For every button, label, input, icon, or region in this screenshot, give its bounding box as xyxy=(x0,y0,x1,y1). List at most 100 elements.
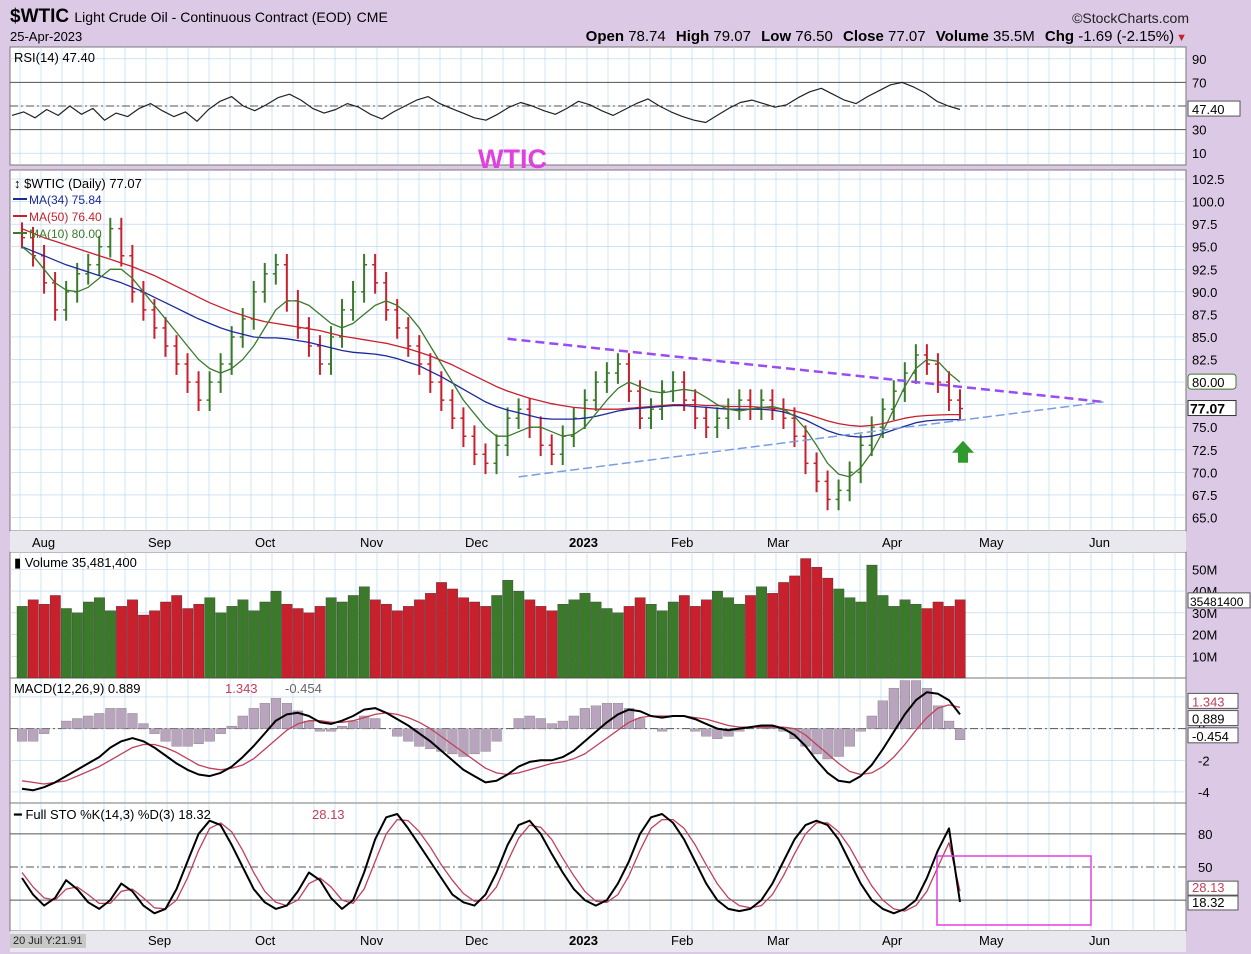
top-month-label: Mar xyxy=(767,535,790,550)
bottom-month-label: Nov xyxy=(360,933,384,948)
sto-tick-label: 80 xyxy=(1198,827,1212,842)
volume-label: Volume xyxy=(935,28,989,45)
macd-last-label: -0.454 xyxy=(1192,729,1229,744)
green-arrow-icon xyxy=(952,440,974,463)
macd-histogram-bar xyxy=(955,728,966,740)
volume-bar xyxy=(678,595,690,679)
bottom-month-label: Apr xyxy=(882,933,903,948)
rsi-tick-label: 70 xyxy=(1192,75,1206,90)
bottom-x-axis xyxy=(10,931,1186,952)
chart-title: $WTIC Light Crude Oil - Continuous Contr… xyxy=(10,6,388,28)
exchange-label: CME xyxy=(356,9,388,25)
ohlc-readout: Open 78.74 High 79.07 Low 76.50 Close 77… xyxy=(586,28,1187,45)
volume-bar xyxy=(634,597,646,679)
price-tick-label: 67.5 xyxy=(1192,488,1217,503)
price-tick-label: 70.0 xyxy=(1192,465,1217,480)
volume-tick-label: 30M xyxy=(1192,606,1217,621)
macd-histogram-bar xyxy=(723,728,734,737)
ticker-symbol[interactable]: $WTIC xyxy=(10,6,70,27)
volume-bar xyxy=(138,614,149,679)
macd-histogram-bar xyxy=(535,718,546,729)
open-label: Open xyxy=(585,28,625,45)
volume-bar xyxy=(237,599,249,679)
sto-tick-label: 50 xyxy=(1198,860,1212,875)
top-month-label: Sep xyxy=(148,535,171,550)
top-month-label: 2023 xyxy=(569,535,598,550)
volume-bar xyxy=(105,610,116,679)
price-tick-label: 85.0 xyxy=(1192,330,1217,345)
volume-bar xyxy=(49,595,61,679)
macd-histogram-bar xyxy=(657,728,668,732)
volume-bar xyxy=(414,599,425,679)
macd-histogram-bar xyxy=(469,728,480,755)
macd-histogram-bar xyxy=(171,728,182,747)
macd-line xyxy=(21,691,961,792)
volume-bar xyxy=(910,603,922,679)
price-legend: ↕ $WTIC (Daily) 77.07 xyxy=(14,176,142,191)
volume-bar xyxy=(116,606,127,679)
macd-histogram-bar xyxy=(149,728,160,734)
volume-bar xyxy=(756,586,767,679)
price-tick-label: 65.0 xyxy=(1192,510,1217,525)
sto-k-line xyxy=(21,813,961,915)
volume-bar xyxy=(303,612,315,679)
macd-histogram-bar xyxy=(204,728,215,742)
price-tick-label: 82.5 xyxy=(1192,353,1217,368)
macd-histogram-bar xyxy=(337,725,348,729)
price-tick-label: 97.5 xyxy=(1192,217,1217,232)
top-month-label: Aug xyxy=(32,535,55,550)
volume-bar xyxy=(822,577,834,679)
sto-d-line xyxy=(21,818,961,912)
macd-histogram-bar xyxy=(39,728,50,734)
rsi-line xyxy=(11,81,961,124)
volume-bar xyxy=(899,599,911,679)
bottom-month-label: Jun xyxy=(1089,933,1110,948)
volume-bar xyxy=(447,588,458,679)
volume-bar xyxy=(204,597,216,679)
top-month-label: Feb xyxy=(671,535,693,550)
volume-bar xyxy=(513,590,525,679)
macd-histogram-bar xyxy=(215,728,226,734)
ma-legend-1: MA(50) 76.40 xyxy=(29,210,102,224)
macd-histogram-bar xyxy=(28,728,39,742)
price-tick-label: 100.0 xyxy=(1192,195,1225,210)
low-value: 76.50 xyxy=(795,28,833,45)
bottom-month-label: 2023 xyxy=(569,933,598,948)
volume-tick-label: 20M xyxy=(1192,628,1217,643)
macd-histogram-bar xyxy=(811,728,822,755)
ma10-line xyxy=(21,246,961,478)
volume-bar xyxy=(193,603,205,679)
macd-histogram-bar xyxy=(480,728,491,752)
macd-legend: MACD(12,26,9) 0.889 xyxy=(14,681,140,696)
open-value: 78.74 xyxy=(628,28,666,45)
ma10-last-label: 80.00 xyxy=(1192,375,1225,390)
volume-bar xyxy=(888,606,900,679)
macd-histogram-bar xyxy=(844,728,855,747)
volume-bar xyxy=(701,599,712,679)
low-label: Low xyxy=(761,28,792,45)
top-month-label: Oct xyxy=(255,535,276,550)
top-month-label: Jun xyxy=(1089,535,1110,550)
macd-histogram-bar xyxy=(94,713,105,729)
close-last-label: 77.07 xyxy=(1190,401,1225,417)
volume-bar xyxy=(568,599,580,679)
volume-bar xyxy=(789,575,801,679)
volume-bar xyxy=(811,567,823,679)
volume-bar xyxy=(524,599,536,679)
brand-label[interactable]: ©StockCharts.com xyxy=(1072,10,1189,26)
volume-bar xyxy=(535,606,547,679)
price-x-axis xyxy=(10,531,1186,552)
macd-histogram-bar xyxy=(822,728,833,760)
chart-date: 25-Apr-2023 xyxy=(10,29,83,44)
volume-bar xyxy=(645,603,657,679)
ma-legend-2: MA(10) 80.00 xyxy=(29,227,102,241)
volume-bar xyxy=(689,606,701,679)
macd-histogram-bar xyxy=(458,728,469,757)
volume-bar xyxy=(292,608,304,679)
volume-bar xyxy=(270,590,282,679)
volume-bar xyxy=(248,610,260,679)
sto-d-last-label: 28.13 xyxy=(1192,880,1225,895)
close-last-box xyxy=(1187,400,1237,417)
macd-histogram-bar xyxy=(612,703,624,729)
sto-k-last-label: 18.32 xyxy=(1192,895,1225,910)
